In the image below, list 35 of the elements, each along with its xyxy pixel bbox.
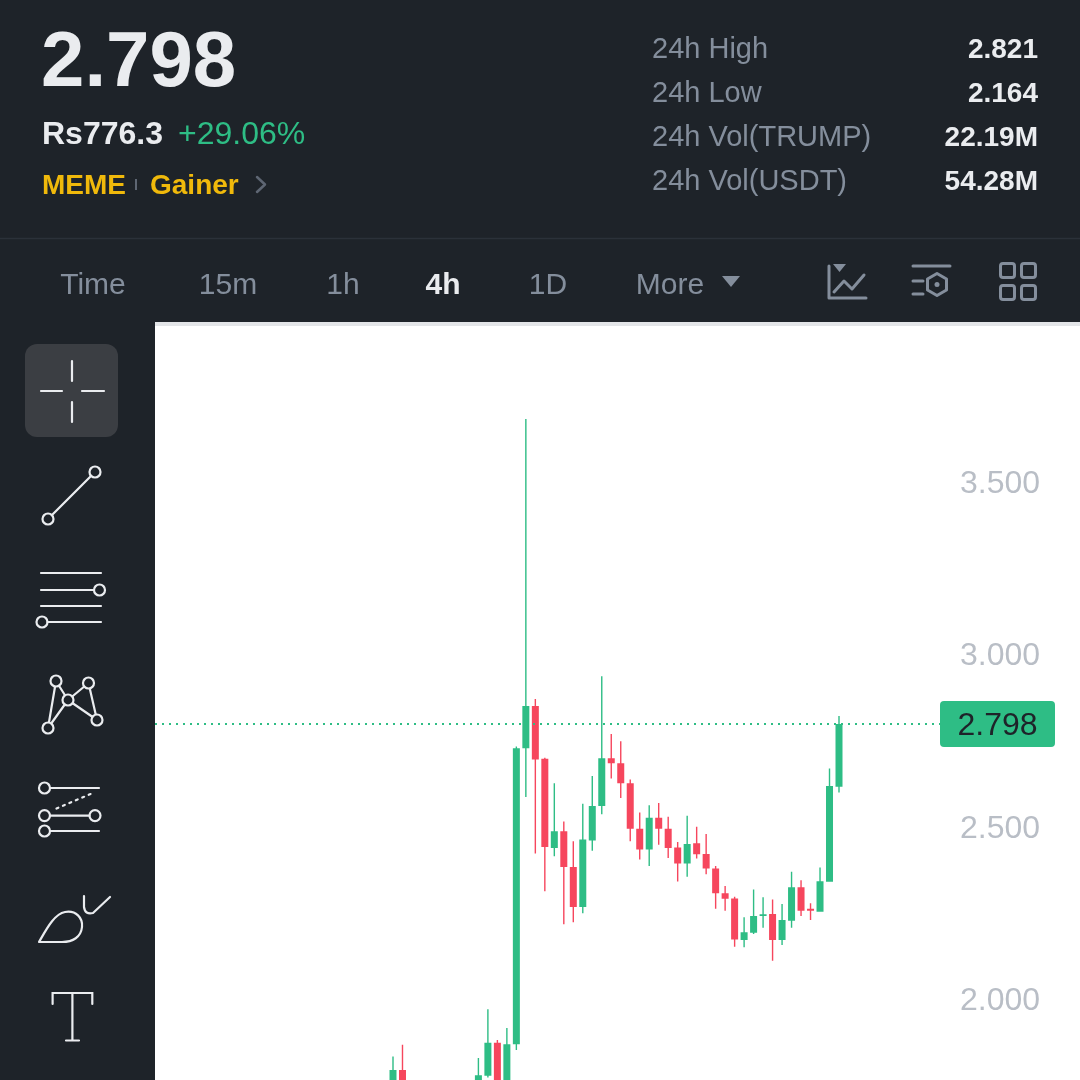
y-tick-label: 3.000 bbox=[959, 636, 1041, 673]
candlestick bbox=[484, 1009, 492, 1078]
candlestick bbox=[560, 821, 568, 925]
text: 24h Vol(TRUMP) bbox=[652, 120, 872, 152]
text: 24h High bbox=[652, 32, 769, 64]
text: 24h Vol(USDT) bbox=[652, 164, 848, 196]
candlestick bbox=[778, 903, 786, 945]
text: 54.28M bbox=[944, 164, 1038, 196]
text: 1D bbox=[528, 266, 568, 300]
text: 4h bbox=[425, 266, 461, 300]
y-tick-label: 2.000 bbox=[959, 981, 1041, 1018]
text: 2.821 bbox=[967, 32, 1038, 64]
candlestick bbox=[664, 816, 672, 859]
candlestick bbox=[683, 815, 691, 877]
text: 15m bbox=[198, 266, 258, 300]
text: MEME bbox=[42, 168, 126, 200]
text: 24h Low bbox=[652, 76, 763, 108]
y-tick-label: 2.500 bbox=[959, 808, 1041, 845]
text: Gainer bbox=[150, 168, 239, 200]
text: More bbox=[635, 266, 705, 300]
text: Rs776.3 bbox=[42, 115, 163, 151]
ref-line-label: 2.798 bbox=[957, 706, 1038, 743]
candlestick bbox=[721, 885, 729, 911]
candlestick bbox=[389, 1056, 397, 1080]
y-tick-label: 3.500 bbox=[959, 464, 1041, 501]
candlestick bbox=[797, 880, 805, 916]
text: Time bbox=[60, 266, 126, 300]
text: 22.19M bbox=[944, 120, 1038, 152]
text: 1h bbox=[326, 266, 360, 300]
text: 2.798 bbox=[41, 15, 237, 103]
text: +29.06% bbox=[178, 115, 306, 151]
candlestick bbox=[702, 833, 710, 875]
text: 2.164 bbox=[967, 76, 1039, 108]
candlestick bbox=[740, 917, 748, 948]
candlestick bbox=[759, 897, 767, 928]
